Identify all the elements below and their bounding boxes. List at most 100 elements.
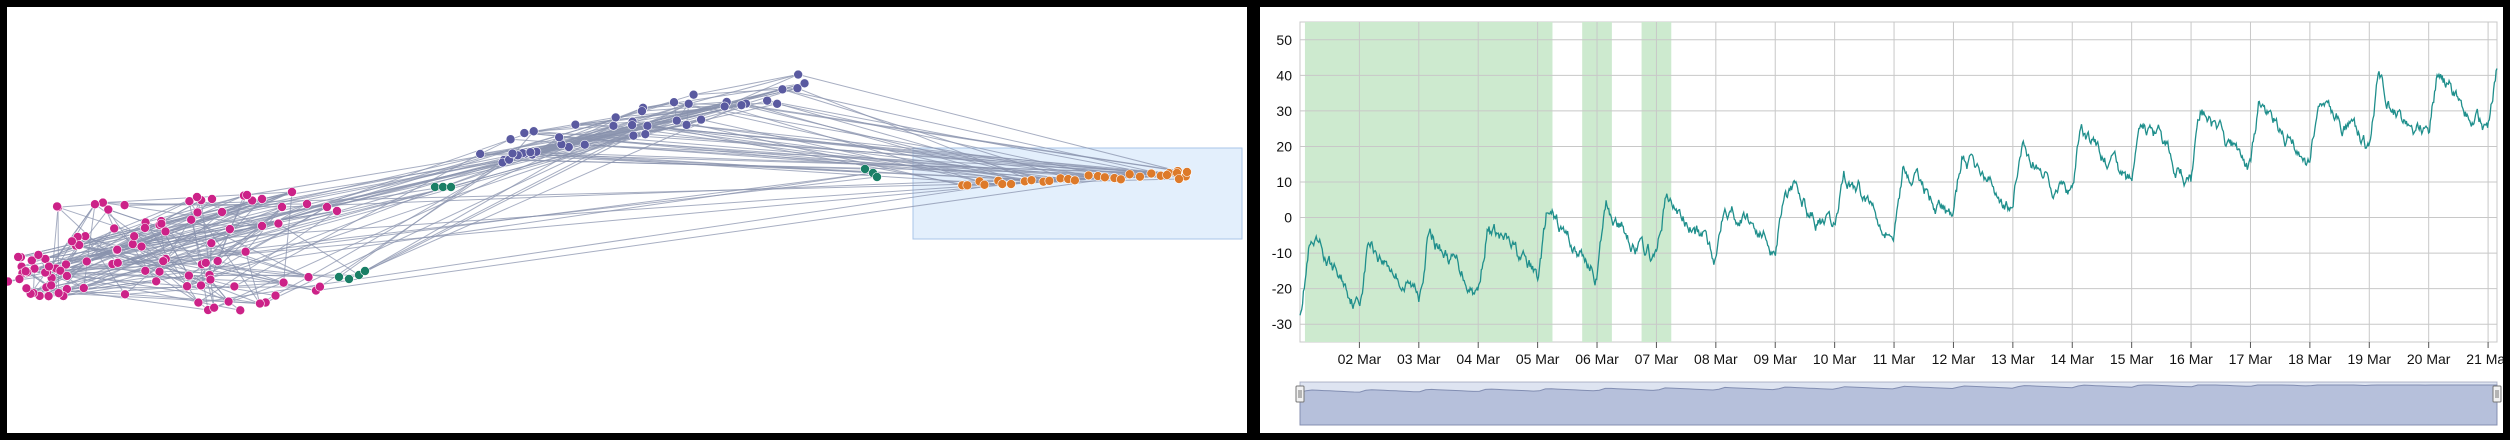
network-node-orange[interactable] [1070, 175, 1080, 186]
network-node-magenta[interactable] [257, 194, 267, 204]
navigator[interactable] [1295, 381, 2502, 426]
network-node-magenta[interactable] [278, 277, 289, 288]
time-series-panel[interactable]: -30 -20 -10 0 10 20 30 40 50 02 Mar 03 Mar 04 Mar 05… [1260, 7, 2503, 433]
network-node-orange[interactable] [1146, 168, 1157, 179]
network-node-magenta[interactable] [270, 290, 281, 301]
network-node-purple[interactable] [554, 132, 564, 143]
network-node-purple[interactable] [525, 147, 536, 157]
network-node-magenta[interactable] [154, 266, 165, 277]
network-node-purple[interactable] [719, 101, 730, 112]
selection-box[interactable] [912, 147, 1243, 240]
network-node-green[interactable] [360, 266, 370, 276]
network-node-orange[interactable] [1006, 179, 1016, 189]
network-node-purple[interactable] [736, 100, 747, 110]
network-node-magenta[interactable] [277, 202, 287, 212]
network-node-magenta[interactable] [20, 266, 31, 277]
network-node-purple[interactable] [696, 114, 706, 125]
network-node-magenta[interactable] [90, 199, 100, 210]
network-node-magenta[interactable] [81, 256, 92, 267]
network-node-purple[interactable] [610, 112, 621, 123]
network-node-magenta[interactable] [136, 241, 147, 252]
network-node-magenta[interactable] [112, 258, 123, 268]
network-node-purple[interactable] [792, 83, 803, 94]
network-node-magenta[interactable] [209, 302, 219, 313]
navigator-handle-left[interactable] [1295, 385, 1305, 403]
network-node-green[interactable] [334, 272, 344, 282]
network-node-purple[interactable] [640, 129, 651, 139]
network-node-magenta[interactable] [182, 281, 192, 292]
network-node-magenta[interactable] [27, 255, 37, 266]
network-node-magenta[interactable] [257, 221, 267, 231]
network-node-purple[interactable] [528, 126, 539, 137]
network-node-orange[interactable] [1162, 170, 1172, 180]
network-node-magenta[interactable] [62, 271, 72, 281]
network-node-magenta[interactable] [225, 224, 235, 234]
network-node-purple[interactable] [777, 84, 788, 95]
network-node-green[interactable] [344, 274, 354, 284]
network-node-magenta[interactable] [242, 190, 252, 200]
network-node-purple[interactable] [642, 121, 653, 131]
network-node-green[interactable] [446, 182, 456, 192]
network-node-magenta[interactable] [158, 256, 169, 266]
network-node-purple[interactable] [772, 99, 782, 109]
network-node-orange[interactable] [997, 179, 1008, 189]
network-node-green[interactable] [872, 172, 882, 182]
network-node-purple[interactable] [628, 130, 639, 141]
network-node-magenta[interactable] [140, 223, 150, 233]
network-node-magenta[interactable] [44, 261, 54, 272]
network-node-magenta[interactable] [196, 280, 206, 291]
network-node-magenta[interactable] [207, 194, 217, 204]
network-node-magenta[interactable] [192, 207, 203, 218]
network-node-magenta[interactable] [33, 250, 44, 260]
network-node-purple[interactable] [671, 115, 682, 126]
network-node-green[interactable] [860, 164, 870, 174]
network-node-purple[interactable] [688, 89, 699, 100]
network-node-magenta[interactable] [184, 196, 195, 207]
network-node-magenta[interactable] [61, 259, 71, 270]
network-node-magenta[interactable] [127, 239, 138, 249]
network-node-magenta[interactable] [240, 246, 251, 257]
network-node-magenta[interactable] [255, 298, 265, 309]
network-node-magenta[interactable] [186, 214, 196, 225]
network-node-magenta[interactable] [21, 283, 32, 294]
network-node-magenta[interactable] [78, 283, 89, 293]
network-node-magenta[interactable] [53, 288, 64, 298]
network-graph[interactable] [7, 7, 1247, 433]
network-node-purple[interactable] [627, 120, 637, 130]
network-node-magenta[interactable] [109, 223, 120, 234]
network-node-magenta[interactable] [151, 276, 161, 287]
network-node-magenta[interactable] [235, 305, 246, 316]
network-node-magenta[interactable] [332, 206, 342, 216]
network-node-magenta[interactable] [229, 281, 240, 292]
network-node-orange[interactable] [979, 179, 990, 190]
network-node-purple[interactable] [507, 148, 518, 159]
network-node-purple[interactable] [762, 95, 772, 106]
network-node-orange[interactable] [1116, 174, 1126, 185]
navigator-handle-right[interactable] [2492, 385, 2502, 403]
navigator-selection[interactable] [1300, 382, 2497, 425]
network-node-purple[interactable] [579, 139, 590, 150]
network-node-purple[interactable] [637, 106, 647, 116]
network-node-orange[interactable] [1044, 176, 1055, 186]
network-node-magenta[interactable] [120, 289, 130, 300]
network-node-magenta[interactable] [160, 226, 171, 237]
time-series-chart[interactable]: -30 -20 -10 0 10 20 30 40 50 02 Mar 03 Mar 04 Mar 05… [1260, 7, 2503, 433]
network-node-orange[interactable] [962, 180, 973, 191]
network-node-magenta[interactable] [322, 202, 332, 212]
network-node-magenta[interactable] [156, 218, 167, 229]
network-node-orange[interactable] [1174, 174, 1184, 184]
network-node-magenta[interactable] [43, 291, 54, 301]
network-node-magenta[interactable] [13, 252, 23, 262]
network-node-magenta[interactable] [223, 296, 234, 307]
network-node-purple[interactable] [799, 78, 810, 89]
network-node-magenta[interactable] [52, 201, 62, 212]
network-node-magenta[interactable] [287, 187, 297, 197]
network-node-magenta[interactable] [302, 199, 312, 209]
network-node-magenta[interactable] [103, 204, 114, 215]
network-node-purple[interactable] [570, 119, 581, 130]
network-node-magenta[interactable] [119, 200, 130, 210]
network-node-magenta[interactable] [206, 238, 217, 248]
network-node-magenta[interactable] [129, 231, 139, 242]
network-node-purple[interactable] [683, 98, 694, 109]
network-node-magenta[interactable] [184, 270, 194, 281]
